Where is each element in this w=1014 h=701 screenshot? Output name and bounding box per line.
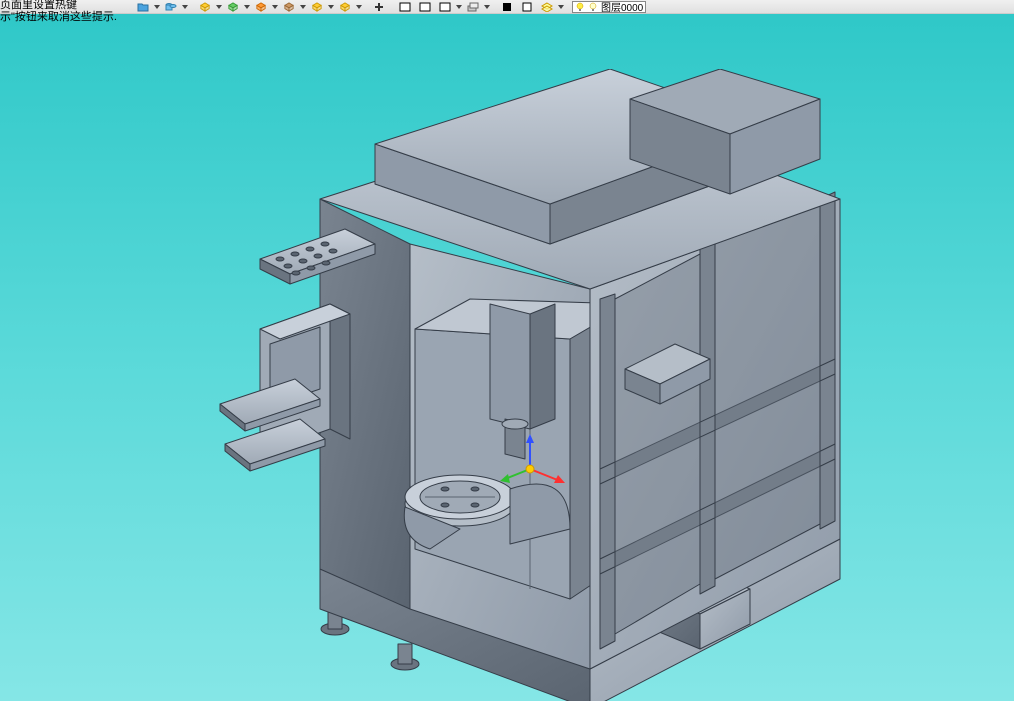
hint-text-1: 页面里设置热键 bbox=[0, 0, 77, 11]
axis-gizmo bbox=[500, 429, 580, 499]
dropdown-arrow-icon[interactable] bbox=[558, 5, 564, 9]
layer-icon[interactable] bbox=[538, 1, 556, 13]
black-sq-icon[interactable] bbox=[498, 1, 516, 13]
dropdown-arrow-icon[interactable] bbox=[456, 5, 462, 9]
dropdown-arrow-icon[interactable] bbox=[300, 5, 306, 9]
box-icon[interactable] bbox=[224, 1, 242, 13]
cnc-machine-model bbox=[200, 69, 880, 701]
cube-icon[interactable] bbox=[196, 1, 214, 13]
slab2-icon[interactable] bbox=[336, 1, 354, 13]
plus-icon[interactable] bbox=[370, 1, 388, 13]
bulb-off-icon bbox=[588, 2, 598, 12]
stack-icon[interactable] bbox=[464, 1, 482, 13]
dropdown-arrow-icon[interactable] bbox=[328, 5, 334, 9]
plane-icon[interactable] bbox=[280, 1, 298, 13]
layer-selector[interactable]: 图层0000 bbox=[572, 1, 646, 13]
rect1-icon[interactable] bbox=[396, 1, 414, 13]
dropdown-arrow-icon[interactable] bbox=[216, 5, 222, 9]
dropdown-arrow-icon[interactable] bbox=[244, 5, 250, 9]
dropdown-arrow-icon[interactable] bbox=[484, 5, 490, 9]
cylinders-icon[interactable] bbox=[162, 1, 180, 13]
folder-icon[interactable] bbox=[134, 1, 152, 13]
rect2-icon[interactable] bbox=[416, 1, 434, 13]
dropdown-arrow-icon[interactable] bbox=[272, 5, 278, 9]
slab-icon[interactable] bbox=[308, 1, 326, 13]
cad-viewport[interactable] bbox=[0, 14, 1014, 701]
box2-icon[interactable] bbox=[252, 1, 270, 13]
main-toolbar: 页面里设置热键 示"按钮来取消这些提示. 图层0000 bbox=[0, 0, 1014, 14]
white-sq-icon[interactable] bbox=[518, 1, 536, 13]
rect3-icon[interactable] bbox=[436, 1, 454, 13]
dropdown-arrow-icon[interactable] bbox=[182, 5, 188, 9]
bulb-on-icon bbox=[575, 2, 585, 12]
dropdown-arrow-icon[interactable] bbox=[356, 5, 362, 9]
layer-label: 图层0000 bbox=[601, 0, 643, 14]
toolbar-icon-row bbox=[134, 1, 564, 13]
dropdown-arrow-icon[interactable] bbox=[154, 5, 160, 9]
